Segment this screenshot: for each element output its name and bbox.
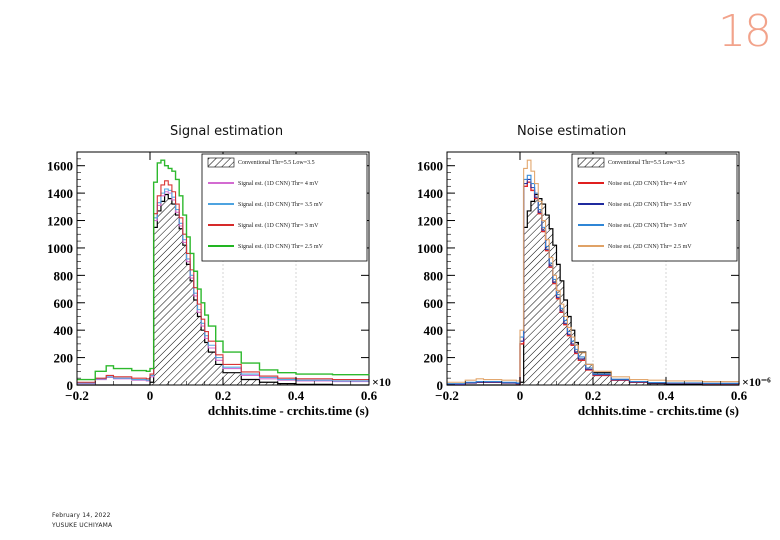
y-tick-label: 400	[424, 323, 444, 338]
y-tick-label: 400	[54, 323, 74, 338]
legend-label: Signal est. (1D CNN) Thr= 3.5 mV	[238, 201, 324, 208]
legend-swatch	[577, 157, 605, 168]
legend-label: Conventional Thr=5.5 Low=3.5	[238, 160, 315, 166]
page-number: 18	[718, 6, 772, 57]
series-line-signal-est-1d-cnn-thr-3-mv	[77, 180, 370, 383]
y-tick-label: 1400	[47, 186, 73, 201]
x-axis-label: dchhits.time - crchits.time (s)	[578, 403, 739, 418]
y-tick-label: 1000	[417, 241, 443, 256]
y-tick-label: 1200	[47, 214, 73, 229]
x-tick-label: 0.4	[288, 388, 305, 403]
legend-box	[201, 153, 368, 262]
legend-label: Noise est. (2D CNN) Thr= 3 mV	[608, 222, 688, 229]
series-line-signal-est-1d-cnn-thr-2-5-mv	[77, 159, 370, 381]
legend-box	[571, 153, 738, 262]
y-tick-label: 600	[54, 296, 74, 311]
x-tick-label: 0	[517, 388, 524, 403]
legend-label: Signal est. (1D CNN) Thr= 2.5 mV	[238, 243, 324, 250]
y-tick-label: 200	[424, 351, 444, 366]
y-tick-label: 1000	[47, 241, 73, 256]
x-tick-label: 0.4	[658, 388, 675, 403]
footer-date: February 14, 2022	[52, 512, 111, 519]
y-tick-label: 800	[424, 268, 444, 283]
y-tick-label: 200	[54, 351, 74, 366]
x-tick-label: 0.6	[361, 388, 378, 403]
legend-label: Noise est. (2D CNN) Thr= 2.5 mV	[608, 243, 692, 250]
legend-label: Conventional Thr=5.5 Low=3.5	[608, 160, 685, 166]
x-exponent-label: ×10⁻⁶	[742, 375, 771, 389]
legend-label: Noise est. (2D CNN) Thr= 3.5 mV	[608, 201, 692, 208]
y-tick-label: 0	[67, 378, 74, 393]
series-line-signal-est-1d-cnn-thr-3-5-mv	[77, 188, 370, 384]
y-tick-label: 0	[437, 378, 444, 393]
x-exponent-label: ×10	[372, 375, 391, 389]
y-tick-label: 1600	[47, 159, 73, 174]
series-line-noise-est-2d-cnn-thr-3-mv	[447, 174, 740, 385]
y-tick-label: 1400	[417, 186, 443, 201]
noise-chart-title: Noise estimation	[517, 124, 627, 139]
y-tick-label: 800	[54, 268, 74, 283]
footer-author: YUSUKE UCHIYAMA	[52, 522, 113, 529]
x-tick-label: −0.2	[435, 388, 459, 403]
x-tick-label: 0.6	[731, 388, 748, 403]
x-tick-label: 0	[147, 388, 154, 403]
legend-label: Signal est. (1D CNN) Thr= 3 mV	[238, 222, 319, 229]
y-tick-label: 600	[424, 296, 444, 311]
series-line-signal-est-1d-cnn-thr-4-mv	[77, 191, 370, 385]
x-tick-label: −0.2	[65, 388, 89, 403]
legend-label: Signal est. (1D CNN) Thr= 4 mV	[238, 180, 319, 187]
x-tick-label: 0.2	[585, 388, 601, 403]
y-tick-label: 1200	[417, 214, 443, 229]
series-line-noise-est-2d-cnn-thr-2-5-mv	[447, 159, 740, 383]
legend-swatch	[207, 157, 235, 168]
signal-chart-title: Signal estimation	[170, 124, 284, 139]
x-axis-label: dchhits.time - crchits.time (s)	[208, 403, 369, 418]
x-tick-label: 0.2	[215, 388, 231, 403]
legend-label: Noise est. (2D CNN) Thr= 4 mV	[608, 180, 688, 187]
y-tick-label: 1600	[417, 159, 443, 174]
